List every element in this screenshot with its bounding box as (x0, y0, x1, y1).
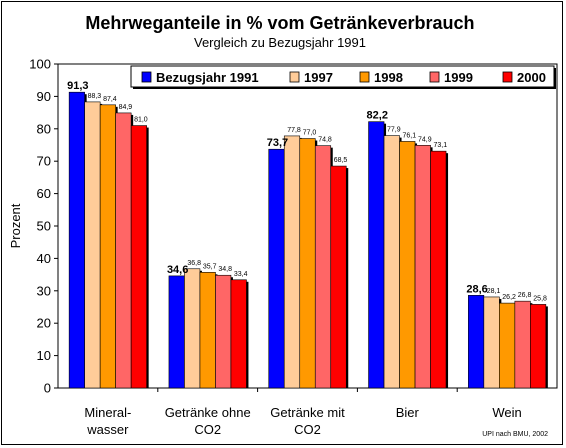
x-category-label: wasser (86, 422, 129, 437)
data-label: 28,6 (466, 283, 487, 295)
legend-swatch (359, 71, 370, 83)
data-label: 91,3 (67, 80, 88, 92)
legend-swatch (141, 71, 152, 83)
data-label: 68,5 (334, 157, 348, 164)
bar (168, 275, 185, 389)
data-label: 25,8 (533, 295, 547, 302)
bar (84, 101, 101, 389)
legend-label: 1998 (374, 70, 403, 85)
bar (130, 125, 147, 389)
bar (215, 274, 232, 389)
y-tick-label: 80 (37, 121, 51, 136)
y-tick-label: 100 (29, 57, 51, 72)
bar (314, 145, 332, 389)
data-label: 33,4 (234, 271, 248, 278)
data-labels: 91,388,3 87,484,981,0 34,636,835,7 34,833,4… (67, 80, 547, 302)
data-label: 36,8 (187, 260, 201, 267)
bar (283, 135, 301, 389)
bar (330, 165, 347, 389)
bar (115, 112, 132, 389)
legend-label: 1997 (304, 70, 333, 85)
y-axis-label: Prozent (8, 203, 23, 248)
bar (199, 272, 216, 389)
y-tick-label: 70 (37, 154, 51, 169)
bar (514, 300, 531, 389)
data-label: 87,4 (103, 96, 117, 103)
bar (483, 296, 500, 389)
data-label: 74,8 (318, 137, 332, 144)
y-tick-label: 40 (37, 251, 51, 266)
bar (383, 135, 400, 389)
data-label: 77,9 (387, 127, 401, 134)
data-label: 73,7 (267, 137, 288, 149)
x-category-label: Wein (492, 405, 521, 420)
bar (268, 148, 285, 389)
data-label: 73,1 (433, 142, 447, 149)
legend-label: Bezugsjahr 1991 (156, 70, 259, 85)
bar (430, 150, 447, 389)
bar (184, 268, 201, 389)
bar (68, 91, 85, 389)
data-label: 76,1 (402, 132, 416, 139)
bar (399, 141, 416, 389)
data-label: 26,8 (518, 292, 532, 299)
bar (230, 279, 247, 389)
y-tick-label: 30 (37, 283, 51, 298)
legend-swatch (429, 71, 440, 83)
y-tick-label: 0 (44, 381, 51, 396)
bar (368, 121, 385, 389)
x-category-label: CO2 (294, 422, 321, 437)
x-category-label: Bier (396, 405, 420, 420)
y-tick-label: 60 (37, 186, 51, 201)
chart-subtitle: Vergleich zu Bezugsjahr 1991 (194, 35, 366, 50)
legend-swatch (502, 71, 513, 83)
data-label: 84,9 (119, 104, 133, 111)
legend-swatch (289, 71, 300, 83)
data-label: 35,7 (203, 263, 217, 270)
x-category-label: Mineral- (84, 405, 131, 420)
legend-box (130, 65, 555, 88)
x-category-label: CO2 (194, 422, 221, 437)
data-label: 82,2 (367, 110, 388, 122)
legend-label: 2000 (517, 70, 546, 85)
bar (299, 138, 316, 389)
data-label: 34,8 (218, 266, 232, 273)
y-tick-label: 20 (37, 316, 51, 331)
data-label: 34,6 (167, 264, 188, 276)
data-label: 74,9 (418, 136, 432, 143)
bars (68, 91, 548, 389)
chart-title: Mehrweganteile in % vom Getränkeverbrauc… (85, 13, 474, 33)
legend: Bezugsjahr 1991 1997 1998 1999 2000 (130, 65, 556, 89)
y-tick-label: 50 (37, 219, 51, 234)
source-note: UPI nach BMU, 2002 (482, 431, 548, 438)
data-label: 28,1 (487, 288, 501, 295)
legend-label: 1999 (444, 70, 473, 85)
y-tick-label: 90 (37, 89, 51, 104)
bar (530, 304, 547, 389)
data-label: 77,0 (303, 130, 317, 137)
bar (99, 104, 116, 389)
bar (468, 295, 485, 389)
x-category-label: Getränke mit (270, 405, 345, 420)
bar (414, 145, 431, 389)
y-tick-label: 10 (37, 348, 51, 363)
data-label: 88,3 (88, 93, 102, 100)
data-label: 81,0 (134, 117, 148, 124)
bar (499, 302, 516, 389)
data-label: 77,8 (287, 127, 301, 134)
data-label: 26,2 (502, 294, 516, 301)
x-category-label: Getränke ohne (165, 405, 251, 420)
